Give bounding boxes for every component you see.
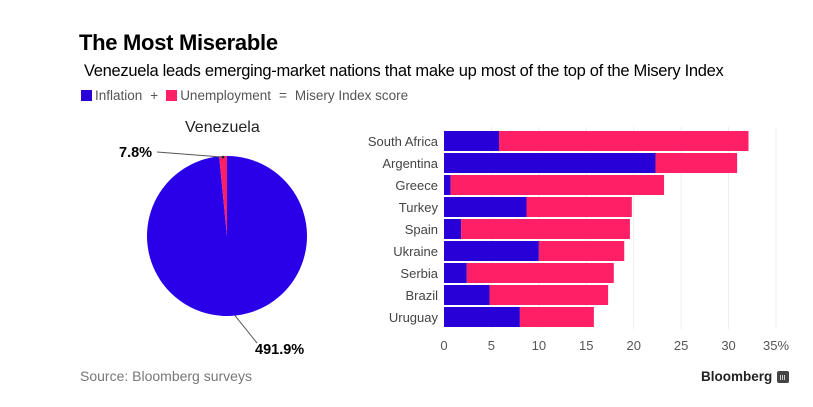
x-tick-label: 25: [674, 338, 688, 353]
x-tick-label: 30: [721, 338, 735, 353]
category-label: Serbia: [400, 266, 438, 281]
bar-inflation: [444, 263, 467, 283]
bar-unemployment: [538, 241, 625, 261]
pie-chart: [146, 151, 307, 344]
legend-label-unemployment: Unemployment: [180, 88, 271, 103]
chart-subtitle: Venezuela leads emerging-market nations …: [84, 62, 724, 80]
bar-unemployment: [655, 153, 738, 173]
bar-inflation: [444, 131, 500, 151]
bar-chart: South Africa Argentina Greece Turkey Spain Uk…: [368, 127, 789, 353]
category-label: Greece: [395, 178, 438, 193]
bar-inflation: [444, 307, 520, 327]
pie-title: Venezuela: [185, 119, 260, 136]
legend-label-inflation: Inflation: [95, 88, 143, 103]
bar-inflation: [444, 219, 462, 239]
legend-swatch-inflation: [81, 90, 92, 101]
pie-leader-unemployment: [156, 151, 224, 158]
chart-title: The Most Miserable: [79, 30, 278, 55]
x-tick-label: 15: [579, 338, 593, 353]
legend-plus: +: [150, 88, 159, 103]
x-tick-label: 35%: [763, 338, 789, 353]
bar-unemployment: [526, 197, 632, 217]
category-label: Brazil: [405, 288, 438, 303]
category-label: Argentina: [382, 156, 438, 171]
bar-inflation: [444, 241, 539, 261]
category-label: Uruguay: [389, 310, 439, 325]
x-tick-label: 10: [532, 338, 546, 353]
bar-inflation: [444, 285, 490, 305]
category-label: South Africa: [368, 134, 439, 149]
category-label: Spain: [405, 222, 438, 237]
bar-unemployment: [466, 263, 614, 283]
bar-unemployment: [499, 131, 749, 151]
bar-unemployment: [489, 285, 609, 305]
category-label: Ukraine: [393, 244, 438, 259]
source-note: Source: Bloomberg surveys: [80, 368, 252, 384]
x-tick-label: 20: [626, 338, 640, 353]
pie-leader-dot-unemployment: [221, 155, 225, 159]
legend-result-label: Misery Index score: [294, 88, 409, 103]
bar-inflation: [444, 153, 656, 173]
legend-equals: =: [278, 88, 287, 103]
pie-label-inflation: 491.9%: [255, 342, 305, 358]
bar-unemployment: [461, 219, 630, 239]
bar-inflation: [444, 197, 527, 217]
bar-unemployment: [519, 307, 594, 327]
category-label: Turkey: [399, 200, 439, 215]
brand-name: Bloomberg: [701, 369, 773, 384]
x-tick-label: 0: [440, 338, 447, 353]
pie-slice-inflation: [146, 156, 307, 316]
bar-inflation: [444, 175, 451, 195]
pie-leader-inflation: [234, 315, 258, 344]
bar-unemployment: [450, 175, 665, 195]
legend: Inflation + Unemployment = Misery Index …: [81, 88, 408, 103]
pie-slice-unemployment: [219, 156, 227, 236]
bloomberg-chart-icon: [777, 370, 790, 383]
legend-swatch-unemployment: [166, 90, 178, 101]
brand-logo: Bloomberg: [701, 369, 790, 384]
x-tick-label: 5: [488, 338, 495, 353]
pie-label-unemployment: 7.8%: [119, 145, 153, 161]
